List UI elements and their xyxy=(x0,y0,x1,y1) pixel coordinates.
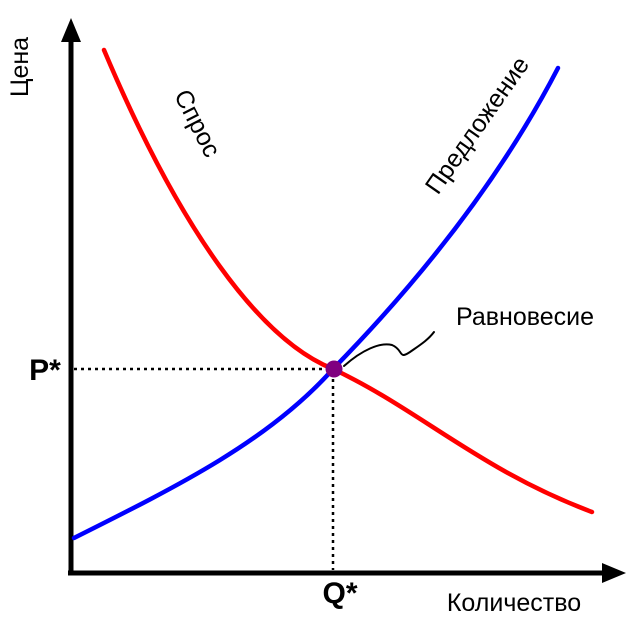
equilibrium-label: Равновесие xyxy=(456,303,594,331)
equilibrium-guides xyxy=(74,367,335,570)
demand-curve xyxy=(101,47,595,515)
demand-curve-label: Спрос xyxy=(168,85,226,162)
quantity-equilibrium-label: Q* xyxy=(322,577,357,610)
supply-curve-label: Предложение xyxy=(420,52,535,200)
y-axis-arrow-icon xyxy=(61,18,81,42)
y-axis-label: Цена xyxy=(6,37,34,97)
price-equilibrium-label: P* xyxy=(29,354,61,387)
x-axis-arrow-icon xyxy=(602,563,626,583)
axes xyxy=(61,18,626,583)
x-axis-label: Количество xyxy=(447,589,581,617)
equilibrium-point xyxy=(325,360,343,378)
equilibrium-pointer-line xyxy=(343,331,435,367)
